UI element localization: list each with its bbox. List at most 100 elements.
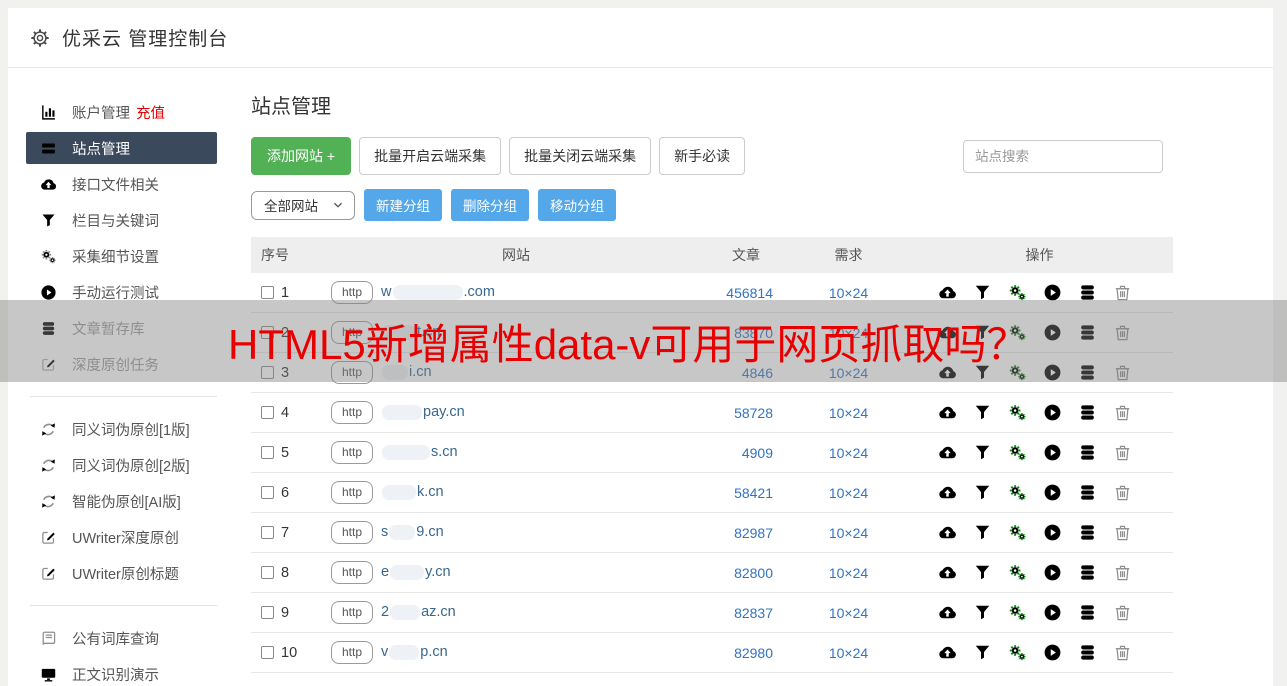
trash-icon[interactable] bbox=[1113, 363, 1132, 382]
gears-icon[interactable] bbox=[1008, 403, 1027, 422]
cloud-upload-icon[interactable] bbox=[938, 363, 957, 382]
cloud-upload-icon[interactable] bbox=[938, 443, 957, 462]
gears-icon[interactable] bbox=[1008, 483, 1027, 502]
play-icon[interactable] bbox=[1043, 603, 1062, 622]
gears-icon[interactable] bbox=[1008, 523, 1027, 542]
gears-icon[interactable] bbox=[1008, 323, 1027, 342]
funnel-icon[interactable] bbox=[973, 563, 992, 582]
gears-icon[interactable] bbox=[1008, 363, 1027, 382]
funnel-icon[interactable] bbox=[973, 363, 992, 382]
site-search-input[interactable] bbox=[963, 140, 1163, 173]
sidebar-item-account[interactable]: 账户管理 充值 bbox=[8, 94, 243, 130]
row-checkbox[interactable] bbox=[261, 286, 274, 299]
sidebar-item-interface-files[interactable]: 接口文件相关 bbox=[8, 166, 243, 202]
article-count-link[interactable]: 58421 bbox=[734, 484, 773, 501]
http-chip[interactable]: http bbox=[331, 521, 374, 544]
sidebar-item-uwriter-deep[interactable]: UWriter深度原创 bbox=[8, 519, 243, 555]
site-domain[interactable]: k.cn bbox=[381, 484, 444, 500]
demand-link[interactable]: 10×24 bbox=[828, 644, 869, 661]
database-icon[interactable] bbox=[1078, 363, 1097, 382]
gears-icon[interactable] bbox=[1008, 563, 1027, 582]
row-checkbox[interactable] bbox=[261, 486, 274, 499]
move-group-button[interactable]: 移动分组 bbox=[538, 189, 616, 221]
database-icon[interactable] bbox=[1078, 523, 1097, 542]
trash-icon[interactable] bbox=[1113, 283, 1132, 302]
demand-link[interactable]: 10×24 bbox=[828, 444, 869, 461]
play-icon[interactable] bbox=[1043, 443, 1062, 462]
http-chip[interactable]: http bbox=[331, 361, 374, 384]
batch-disable-button[interactable]: 批量关闭云端采集 bbox=[509, 137, 652, 175]
row-checkbox[interactable] bbox=[261, 406, 274, 419]
batch-enable-button[interactable]: 批量开启云端采集 bbox=[359, 137, 502, 175]
funnel-icon[interactable] bbox=[973, 403, 992, 422]
http-chip[interactable]: http bbox=[331, 281, 374, 304]
sidebar-item-deep-original-task[interactable]: 深度原创任务 bbox=[8, 346, 243, 382]
trash-icon[interactable] bbox=[1113, 603, 1132, 622]
site-domain[interactable]: s.cn bbox=[381, 444, 458, 460]
trash-icon[interactable] bbox=[1113, 443, 1132, 462]
funnel-icon[interactable] bbox=[973, 283, 992, 302]
http-chip[interactable]: http bbox=[331, 481, 374, 504]
play-icon[interactable] bbox=[1043, 643, 1062, 662]
site-domain[interactable]: e y.cn bbox=[381, 564, 451, 580]
site-domain[interactable]: v p.cn bbox=[381, 644, 448, 660]
database-icon[interactable] bbox=[1078, 483, 1097, 502]
trash-icon[interactable] bbox=[1113, 483, 1132, 502]
row-checkbox[interactable] bbox=[261, 566, 274, 579]
play-icon[interactable] bbox=[1043, 403, 1062, 422]
site-domain[interactable]: t.cn bbox=[381, 324, 440, 340]
article-count-link[interactable]: 82800 bbox=[734, 564, 773, 581]
trash-icon[interactable] bbox=[1113, 643, 1132, 662]
play-icon[interactable] bbox=[1043, 523, 1062, 542]
play-icon[interactable] bbox=[1043, 323, 1062, 342]
funnel-icon[interactable] bbox=[973, 603, 992, 622]
database-icon[interactable] bbox=[1078, 563, 1097, 582]
sidebar-item-ai-rewrite[interactable]: 智能伪原创[AI版] bbox=[8, 483, 243, 519]
demand-link[interactable]: 10×24 bbox=[828, 404, 869, 421]
cloud-upload-icon[interactable] bbox=[938, 483, 957, 502]
article-count-link[interactable]: 58728 bbox=[734, 404, 773, 421]
sidebar-item-collect-settings[interactable]: 采集细节设置 bbox=[8, 238, 243, 274]
article-count-link[interactable]: 456814 bbox=[726, 284, 773, 301]
demand-link[interactable]: 10×24 bbox=[828, 524, 869, 541]
article-count-link[interactable]: 82837 bbox=[734, 604, 773, 621]
row-checkbox[interactable] bbox=[261, 366, 274, 379]
demand-link[interactable]: 10×24 bbox=[828, 564, 869, 581]
demand-link[interactable]: 10×24 bbox=[828, 284, 869, 301]
trash-icon[interactable] bbox=[1113, 323, 1132, 342]
http-chip[interactable]: http bbox=[331, 401, 374, 424]
new-group-button[interactable]: 新建分组 bbox=[364, 189, 442, 221]
article-count-link[interactable]: 83870 bbox=[734, 324, 773, 341]
cloud-upload-icon[interactable] bbox=[938, 643, 957, 662]
row-checkbox[interactable] bbox=[261, 446, 274, 459]
funnel-icon[interactable] bbox=[973, 643, 992, 662]
database-icon[interactable] bbox=[1078, 403, 1097, 422]
site-domain[interactable]: 2 az.cn bbox=[381, 604, 456, 620]
play-icon[interactable] bbox=[1043, 363, 1062, 382]
database-icon[interactable] bbox=[1078, 643, 1097, 662]
article-count-link[interactable]: 4909 bbox=[741, 444, 773, 461]
gears-icon[interactable] bbox=[1008, 443, 1027, 462]
sidebar-item-uwriter-title[interactable]: UWriter原创标题 bbox=[8, 555, 243, 591]
sidebar-item-columns-keywords[interactable]: 栏目与关键词 bbox=[8, 202, 243, 238]
sidebar-item-content-recognition[interactable]: 正文识别演示 bbox=[8, 656, 243, 686]
add-site-button[interactable]: 添加网站 + bbox=[251, 137, 352, 175]
article-count-link[interactable]: 82980 bbox=[734, 644, 773, 661]
funnel-icon[interactable] bbox=[973, 323, 992, 342]
row-checkbox[interactable] bbox=[261, 606, 274, 619]
demand-link[interactable]: 10×24 bbox=[828, 324, 869, 341]
play-icon[interactable] bbox=[1043, 483, 1062, 502]
sidebar-item-manual-run[interactable]: 手动运行测试 bbox=[8, 274, 243, 310]
cloud-upload-icon[interactable] bbox=[938, 323, 957, 342]
funnel-icon[interactable] bbox=[973, 523, 992, 542]
http-chip[interactable]: http bbox=[331, 601, 374, 624]
sidebar-item-public-thesaurus[interactable]: 公有词库查询 bbox=[8, 620, 243, 656]
sidebar-item-synonym-v2[interactable]: 同义词伪原创[2版] bbox=[8, 447, 243, 483]
trash-icon[interactable] bbox=[1113, 563, 1132, 582]
play-icon[interactable] bbox=[1043, 283, 1062, 302]
database-icon[interactable] bbox=[1078, 283, 1097, 302]
recharge-badge[interactable]: 充值 bbox=[136, 105, 166, 122]
database-icon[interactable] bbox=[1078, 603, 1097, 622]
database-icon[interactable] bbox=[1078, 443, 1097, 462]
demand-link[interactable]: 10×24 bbox=[828, 484, 869, 501]
